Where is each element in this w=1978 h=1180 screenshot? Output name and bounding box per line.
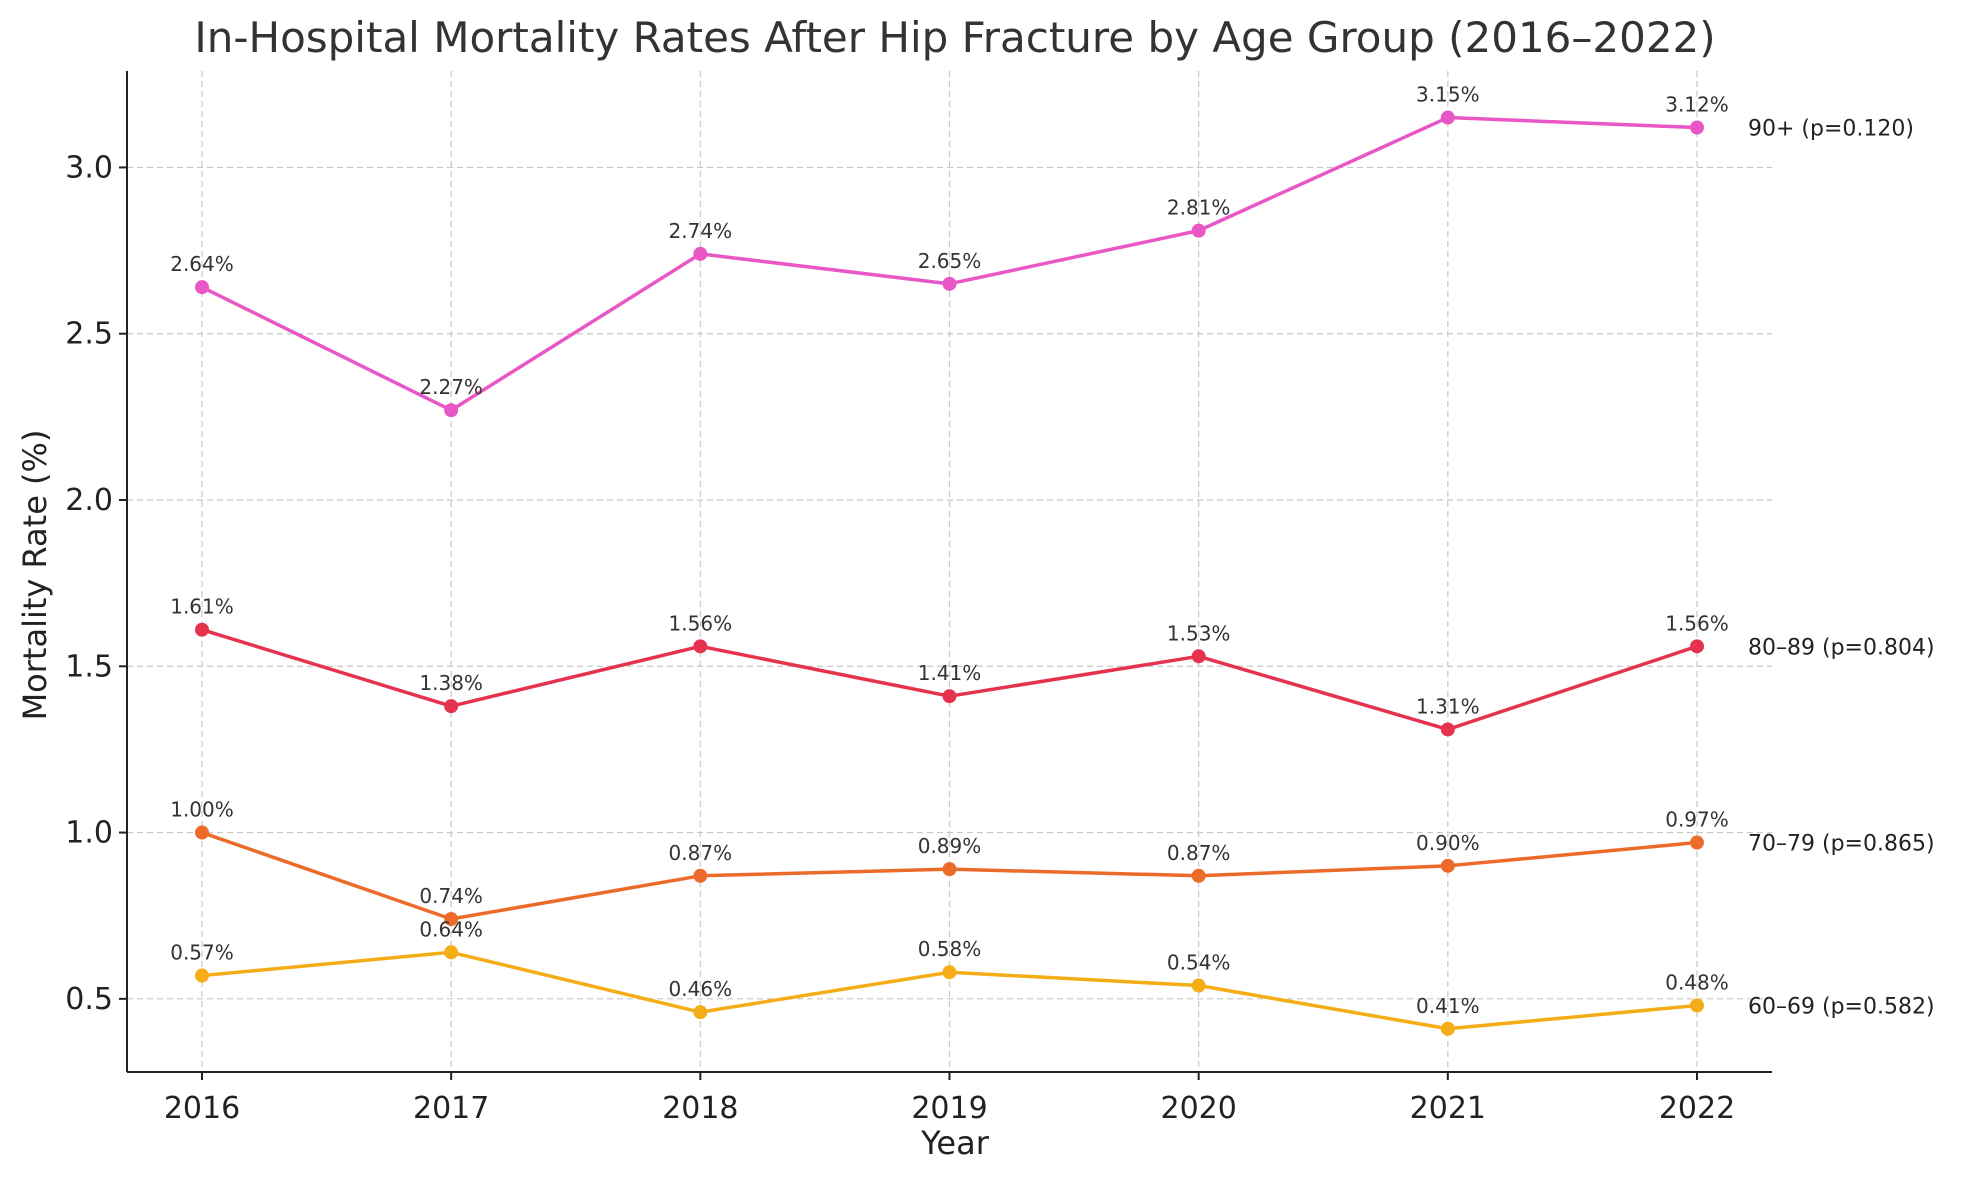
data-point xyxy=(693,246,708,261)
data-point xyxy=(1191,868,1206,883)
data-point xyxy=(1440,858,1455,873)
axes-layer: 0.5 1.0 1.5 2.0 2.5 3.0 2016 2017 2018 2019 2020 20… xyxy=(65,71,1772,1126)
data-point xyxy=(942,689,957,704)
series-name-label: 90+ (p=0.120) xyxy=(1748,117,1914,142)
data-label: 2.74% xyxy=(669,219,733,243)
series-group: 0.57% 0.64% 0.46% 0.58% 0.54% 0.41% 0.48% 60–69… xyxy=(170,917,1935,1036)
data-label: 0.87% xyxy=(1167,841,1231,865)
data-point xyxy=(1440,722,1455,737)
data-label: 0.74% xyxy=(419,884,483,908)
x-tick-label: 2019 xyxy=(911,1091,987,1126)
data-point xyxy=(444,912,459,927)
data-label: 0.90% xyxy=(1416,831,1480,855)
data-point xyxy=(1191,978,1206,993)
grid-layer xyxy=(127,71,1772,1072)
series-name-label: 60–69 (p=0.582) xyxy=(1748,994,1935,1019)
data-label: 1.56% xyxy=(1665,611,1729,635)
data-point xyxy=(1191,223,1206,238)
data-label: 0.64% xyxy=(419,917,483,941)
data-point xyxy=(1690,639,1704,654)
data-label: 3.12% xyxy=(1665,93,1729,117)
data-point xyxy=(942,862,957,877)
data-label: 0.54% xyxy=(1167,951,1231,975)
data-label: 1.41% xyxy=(918,661,982,685)
data-label: 2.65% xyxy=(918,249,982,273)
data-point xyxy=(1191,649,1206,664)
y-tick-label: 2.5 xyxy=(65,317,113,352)
data-label: 0.41% xyxy=(1416,994,1480,1018)
y-axis-label: Mortality Rate (%) xyxy=(16,430,54,721)
data-point xyxy=(693,868,708,883)
data-label: 3.15% xyxy=(1416,83,1480,107)
data-point xyxy=(942,965,957,980)
x-tick-label: 2021 xyxy=(1410,1091,1486,1126)
data-label: 0.48% xyxy=(1665,970,1729,994)
data-point xyxy=(195,622,209,637)
data-label: 1.00% xyxy=(170,798,234,822)
data-point xyxy=(1690,835,1704,850)
chart-title: In-Hospital Mortality Rates After Hip Fr… xyxy=(194,13,1715,62)
data-point xyxy=(444,945,459,960)
data-point xyxy=(942,276,957,291)
y-tick-label: 3.0 xyxy=(65,150,113,185)
x-tick-label: 2017 xyxy=(413,1091,489,1126)
data-point xyxy=(1440,1021,1455,1036)
x-tick-label: 2018 xyxy=(662,1091,738,1126)
data-point xyxy=(1440,110,1455,125)
data-label: 1.31% xyxy=(1416,694,1480,718)
data-point xyxy=(195,968,209,983)
x-tick-label: 2016 xyxy=(164,1091,240,1126)
data-point xyxy=(444,403,459,418)
series-group: 1.00% 0.74% 0.87% 0.89% 0.87% 0.90% 0.97% 70–79… xyxy=(170,798,1935,927)
data-point xyxy=(444,699,459,714)
data-label: 0.97% xyxy=(1665,808,1729,832)
series-name-label: 70–79 (p=0.865) xyxy=(1748,832,1935,857)
series-group: 1.61% 1.38% 1.56% 1.41% 1.53% 1.31% 1.56% 80–89… xyxy=(170,595,1935,737)
y-tick-label: 2.0 xyxy=(65,483,113,518)
data-point xyxy=(195,280,209,295)
data-label: 2.64% xyxy=(170,252,234,276)
data-point xyxy=(1690,998,1704,1013)
data-label: 2.81% xyxy=(1167,196,1231,220)
x-tick-label: 2022 xyxy=(1659,1091,1735,1126)
series-layer: 2.64% 2.27% 2.74% 2.65% 2.81% 3.15% 3.12% 90+ (… xyxy=(170,83,1935,1036)
data-point xyxy=(693,1005,708,1020)
data-point xyxy=(693,639,708,654)
data-label: 0.57% xyxy=(170,941,234,965)
data-label: 1.56% xyxy=(669,611,733,635)
y-tick-label: 1.0 xyxy=(65,816,113,851)
series-group: 2.64% 2.27% 2.74% 2.65% 2.81% 3.15% 3.12% 90+ (… xyxy=(170,83,1914,418)
x-tick-label: 2020 xyxy=(1160,1091,1236,1126)
data-label: 1.38% xyxy=(419,671,483,695)
series-name-label: 80–89 (p=0.804) xyxy=(1748,635,1935,660)
data-label: 1.53% xyxy=(1167,621,1231,645)
data-label: 0.46% xyxy=(669,977,733,1001)
data-label: 2.27% xyxy=(419,375,483,399)
data-point xyxy=(1690,120,1704,135)
data-label: 0.58% xyxy=(918,937,982,961)
y-tick-label: 1.5 xyxy=(65,649,113,684)
data-point xyxy=(195,825,209,840)
y-tick-label: 0.5 xyxy=(65,982,113,1017)
x-axis-label: Year xyxy=(920,1124,990,1162)
data-label: 1.61% xyxy=(170,595,234,619)
data-label: 0.87% xyxy=(669,841,733,865)
data-label: 0.89% xyxy=(918,834,982,858)
